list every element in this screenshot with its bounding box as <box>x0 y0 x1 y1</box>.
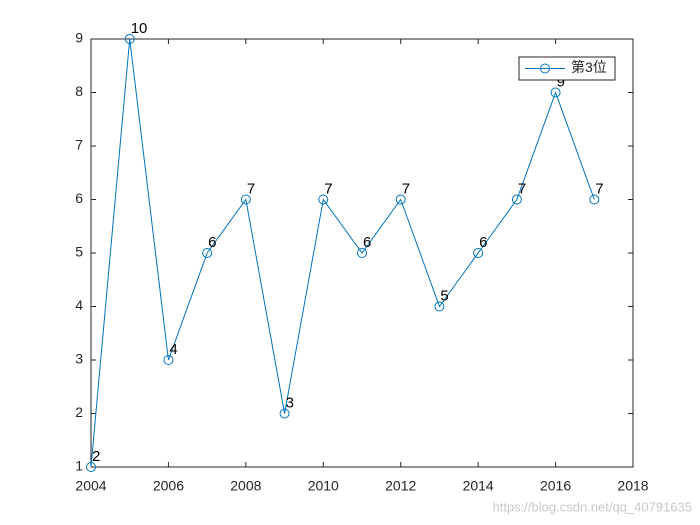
point-marker <box>163 355 174 365</box>
point-annotation: 9 <box>557 73 565 90</box>
watermark: https://blog.csdn.net/qq_40791635 <box>493 499 693 514</box>
point-annotation: 2 <box>92 448 100 465</box>
point-annotation: 6 <box>208 234 216 251</box>
y-tick-label: 3 <box>75 351 83 367</box>
y-tick-label: 5 <box>75 244 83 260</box>
y-tick-label: 1 <box>75 458 83 474</box>
point-marker <box>395 194 406 205</box>
point-annotation: 7 <box>402 180 410 197</box>
point-marker <box>357 248 367 258</box>
x-tick-label: 2014 <box>463 478 494 494</box>
point-annotation: 10 <box>131 20 148 37</box>
x-tick-label: 2008 <box>230 478 261 494</box>
point-annotation: 4 <box>169 341 177 358</box>
point-marker <box>434 301 445 312</box>
y-tick-label: 8 <box>75 83 83 99</box>
y-tick-label: 2 <box>75 404 83 420</box>
point-marker <box>318 194 329 205</box>
y-tick-label: 9 <box>75 30 83 46</box>
point-marker <box>124 34 135 44</box>
point-annotation: 7 <box>518 180 526 197</box>
point-marker <box>473 248 484 258</box>
point-marker <box>240 194 251 205</box>
legend: 第3位 <box>518 56 616 81</box>
x-tick-label: 2006 <box>153 478 184 494</box>
x-tick-label: 2010 <box>308 478 339 494</box>
x-tick-label: 2016 <box>540 478 571 494</box>
y-tick-label: 4 <box>75 297 83 313</box>
point-marker <box>511 194 522 205</box>
series-line <box>90 38 595 468</box>
point-marker <box>550 87 561 98</box>
y-tick-label: 6 <box>75 190 83 206</box>
point-annotation: 7 <box>247 180 255 197</box>
x-tick-label: 2018 <box>617 478 648 494</box>
point-annotation: 7 <box>595 180 603 197</box>
x-tick-label: 2004 <box>75 478 106 494</box>
point-annotation: 6 <box>479 234 487 251</box>
point-marker <box>589 194 600 205</box>
point-annotation: 5 <box>440 287 448 304</box>
y-tick-label: 7 <box>75 137 83 153</box>
legend-box <box>518 56 616 81</box>
legend-marker <box>540 63 550 74</box>
point-annotation: 6 <box>363 234 371 251</box>
point-annotation: 3 <box>286 394 294 411</box>
point-marker <box>202 248 213 258</box>
point-marker <box>279 408 290 419</box>
legend-label: 第3位 <box>571 59 607 75</box>
x-tick-label: 2012 <box>385 478 416 494</box>
point-annotation: 7 <box>324 180 332 197</box>
point-marker <box>86 462 96 472</box>
